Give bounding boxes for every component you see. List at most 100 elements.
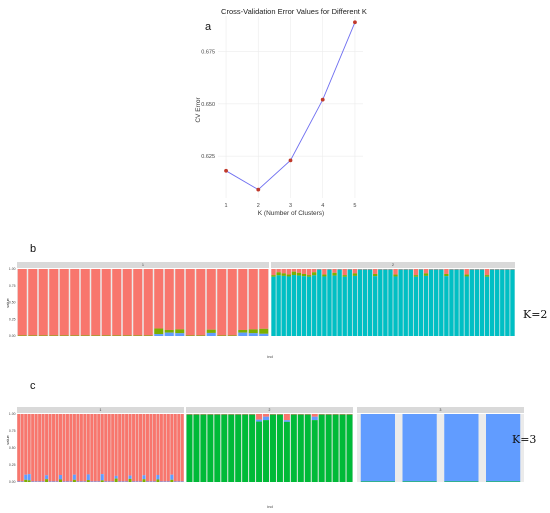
bar-segment-minor <box>423 269 429 274</box>
bar-segment-minor <box>186 414 193 415</box>
bar-segment-minor <box>122 335 132 336</box>
bar-segment-minor <box>281 273 286 276</box>
bar-segment-dominant <box>276 414 283 482</box>
panel-b-structure-k2: b 1.00 0.75 0.50 0.25 0.00 1 2 value ind K=2 <box>5 243 547 359</box>
bar-segment-dominant <box>408 269 413 336</box>
bar-segment-minor <box>128 475 132 479</box>
bar-segment-dominant <box>276 275 281 336</box>
bar-segment-minor <box>281 269 286 274</box>
bar-segment-dominant <box>193 414 200 482</box>
bar-segment-dominant <box>173 414 177 482</box>
bar-segment-minor <box>352 273 358 276</box>
panel-b-letter: b <box>30 243 36 255</box>
bar-segment-minor <box>479 269 485 270</box>
bar-segment-minor <box>256 419 263 422</box>
bar-segment-dominant <box>217 269 227 336</box>
facet-strip <box>186 407 353 413</box>
bar-segment-minor <box>100 474 104 481</box>
bar-segment-minor <box>45 479 49 482</box>
bar-segment-dominant <box>34 414 38 482</box>
bar-segment-minor <box>291 269 297 272</box>
bar-segment-minor <box>142 479 146 482</box>
bar-segment-minor <box>248 333 258 336</box>
bar-segment-minor <box>38 335 48 336</box>
bar-segment-minor <box>311 414 318 417</box>
bar-segment-dominant <box>402 414 437 482</box>
bar-segment-minor <box>242 414 249 415</box>
y-tick-label: 0.50 <box>9 301 16 305</box>
bar-segment-minor <box>196 335 206 336</box>
bar-segment-dominant <box>221 414 228 482</box>
bar-segment-minor <box>444 269 449 274</box>
bar-segment-dominant <box>444 276 449 336</box>
bar-segment-minor <box>93 481 97 482</box>
bar-segment-minor <box>20 481 24 482</box>
bar-segment-dominant <box>510 269 515 336</box>
bar-segment-minor <box>152 481 156 482</box>
bar-segment-dominant <box>327 269 332 336</box>
bar-segment-dominant <box>90 414 94 482</box>
bar-segment-dominant <box>177 414 181 482</box>
bar-segment-minor <box>269 414 276 415</box>
bar-segment-minor <box>104 481 108 482</box>
bar-segment-dominant <box>271 276 276 336</box>
bar-segment-minor <box>238 332 248 336</box>
bar-segment-dominant <box>170 414 174 475</box>
bar-segment-minor <box>398 269 403 270</box>
bar-segment-minor <box>175 333 185 336</box>
bar-segment-minor <box>166 481 170 482</box>
bar-segment-dominant <box>444 414 479 482</box>
panel-a-x-tick-label: 5 <box>353 203 356 209</box>
bar-segment-dominant <box>111 414 115 482</box>
bar-segment-minor <box>101 335 111 336</box>
bar-segment-minor <box>38 481 42 482</box>
bar-segment-minor <box>311 416 318 421</box>
panel-a-gridlines <box>218 16 363 198</box>
bar-segment-minor <box>464 269 469 275</box>
facet-background <box>17 414 184 482</box>
bar-segment-dominant <box>304 414 311 482</box>
bar-segment-dominant <box>249 414 256 482</box>
bar-segment-dominant <box>154 269 164 329</box>
bar-segment-dominant <box>474 269 480 336</box>
bar-segment-dominant <box>69 414 73 482</box>
bar-segment-dominant <box>31 414 35 482</box>
bar-segment-minor <box>500 269 505 270</box>
bar-segment-dominant <box>297 414 304 482</box>
bar-segment-dominant <box>428 269 434 336</box>
bar-segment-dominant <box>163 414 167 482</box>
bar-segment-dominant <box>149 414 153 482</box>
bar-segment-dominant <box>306 276 312 336</box>
bar-segment-minor <box>170 474 174 480</box>
bar-segment-dominant <box>325 414 332 482</box>
bar-segment-minor <box>408 269 413 270</box>
bar-segment-dominant <box>114 414 118 476</box>
bar-segment-minor <box>142 475 146 480</box>
bar-segment-dominant <box>393 276 398 336</box>
panel-c-letter: c <box>30 380 36 392</box>
bar-segment-minor <box>128 478 132 482</box>
bar-segment-dominant <box>286 276 291 336</box>
bar-segment-dominant <box>383 269 388 336</box>
bar-segment-minor <box>235 414 242 415</box>
bar-segment-minor <box>276 414 283 415</box>
panel-a-y-tick-label: 0.650 <box>201 102 215 108</box>
bar-segment-dominant <box>200 414 207 482</box>
bar-segment-minor <box>342 269 347 276</box>
bar-segment-minor <box>306 275 312 277</box>
bar-segment-dominant <box>281 275 286 336</box>
facet-strip-label: 2 <box>269 408 271 412</box>
bar-segment-dominant <box>206 269 216 330</box>
bar-segment-dominant <box>49 269 59 336</box>
bar-segment-dominant <box>484 276 490 336</box>
y-tick-label: 0.50 <box>9 446 16 450</box>
bar-segment-dominant <box>48 414 52 482</box>
bar-segment-minor <box>428 269 434 270</box>
bar-segment-minor <box>357 269 363 270</box>
bar-segment-dominant <box>45 414 49 476</box>
bar-segment-dominant <box>291 275 297 336</box>
bar-segment-minor <box>58 475 62 480</box>
bar-segment-minor <box>69 481 73 482</box>
bar-segment-dominant <box>76 414 80 482</box>
bar-segment-minor <box>49 335 59 336</box>
